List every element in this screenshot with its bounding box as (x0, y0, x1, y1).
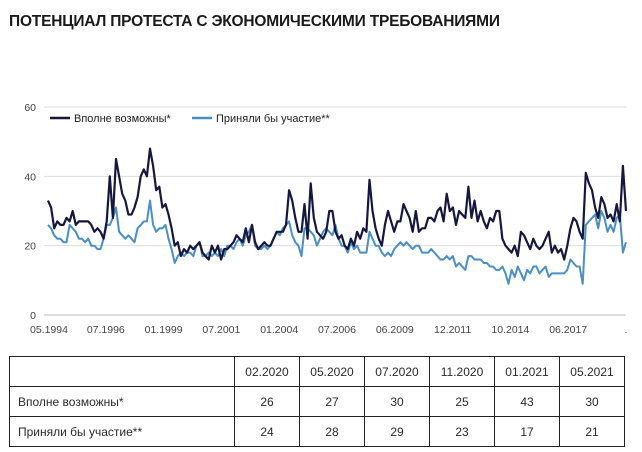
line-chart: 0 20 40 60 05.1994 07.1996 01.1999 07.2001 01.20… (24, 102, 628, 336)
table-cell: 25 (429, 386, 495, 417)
x-tick-label: 12.2011 (434, 324, 471, 336)
table-row-label: Вполне возможны* (9, 386, 235, 417)
x-tick-label: 07.1996 (87, 324, 125, 336)
y-tick-label: 40 (24, 171, 36, 183)
x-tick-label: . (625, 324, 628, 336)
x-tick-label: 05.1994 (30, 324, 68, 336)
x-tick-label: 10.2014 (491, 324, 529, 336)
x-tick-label: 06.2017 (549, 324, 587, 336)
series-line-2 (47, 199, 627, 285)
table-corner-cell (9, 356, 235, 387)
y-tick-label: 20 (24, 241, 36, 253)
y-tick-label: 0 (30, 310, 36, 322)
legend-label: Вполне возможны* (74, 113, 171, 125)
x-tick-label: 07.2006 (318, 324, 356, 336)
x-tick-label: 06.2009 (376, 324, 414, 336)
table-cell: 23 (429, 416, 495, 447)
table-row-label: Приняли бы участие** (9, 416, 235, 447)
y-tick-label: 60 (24, 102, 36, 114)
table-cell: 26 (234, 386, 300, 417)
data-table: 02.2020 05.2020 07.2020 11.2020 01.2021 … (9, 356, 625, 447)
table-header-cell: 05.2021 (559, 356, 625, 387)
table-cell: 29 (364, 416, 430, 447)
table-cell: 17 (494, 416, 560, 447)
table-header-row: 02.2020 05.2020 07.2020 11.2020 01.2021 … (9, 356, 625, 387)
legend-label: Приняли бы участие** (216, 113, 331, 125)
table-cell: 24 (234, 416, 300, 447)
table-cell: 21 (559, 416, 625, 447)
table-row: Приняли бы участие** 24 28 29 23 17 21 (9, 416, 625, 447)
table-header-cell: 01.2021 (494, 356, 560, 387)
table-cell: 30 (559, 386, 625, 417)
table-row: Вполне возможны* 26 27 30 25 43 30 (9, 386, 625, 417)
x-tick-label: 07.2001 (202, 324, 240, 336)
table-cell: 27 (299, 386, 365, 417)
chart-title: ПОТЕНЦИАЛ ПРОТЕСТА С ЭКОНОМИЧЕСКИМИ ТРЕБ… (9, 13, 500, 30)
table-header-cell: 02.2020 (234, 356, 300, 387)
table-cell: 30 (364, 386, 430, 417)
table-cell: 28 (299, 416, 365, 447)
table-header-cell: 07.2020 (364, 356, 430, 387)
table-header-cell: 05.2020 (299, 356, 365, 387)
table-header-cell: 11.2020 (429, 356, 495, 387)
series-line-1 (46, 147, 628, 261)
table-cell: 43 (494, 386, 560, 417)
x-tick-label: 01.2004 (260, 324, 298, 336)
x-tick-label: 01.1999 (145, 324, 183, 336)
